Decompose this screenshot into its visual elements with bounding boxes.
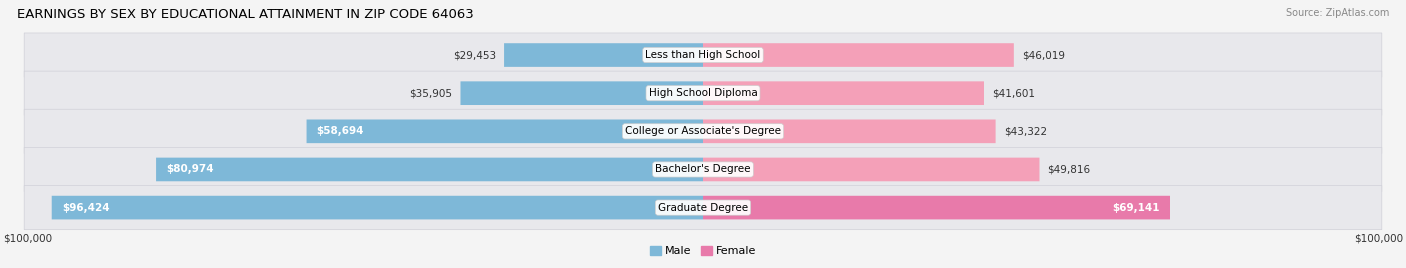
Text: EARNINGS BY SEX BY EDUCATIONAL ATTAINMENT IN ZIP CODE 64063: EARNINGS BY SEX BY EDUCATIONAL ATTAINMEN…: [17, 8, 474, 21]
FancyBboxPatch shape: [24, 109, 1382, 153]
Text: $49,816: $49,816: [1047, 165, 1091, 174]
Legend: Male, Female: Male, Female: [645, 241, 761, 260]
FancyBboxPatch shape: [24, 185, 1382, 230]
FancyBboxPatch shape: [461, 81, 703, 105]
FancyBboxPatch shape: [505, 43, 703, 67]
Text: $46,019: $46,019: [1022, 50, 1064, 60]
Text: $29,453: $29,453: [453, 50, 496, 60]
Text: $43,322: $43,322: [1004, 126, 1047, 136]
Text: $96,424: $96,424: [62, 203, 110, 213]
FancyBboxPatch shape: [156, 158, 703, 181]
FancyBboxPatch shape: [24, 147, 1382, 192]
Text: $58,694: $58,694: [316, 126, 364, 136]
Text: High School Diploma: High School Diploma: [648, 88, 758, 98]
Text: $35,905: $35,905: [409, 88, 453, 98]
Text: $69,141: $69,141: [1112, 203, 1160, 213]
Text: Less than High School: Less than High School: [645, 50, 761, 60]
Text: Source: ZipAtlas.com: Source: ZipAtlas.com: [1285, 8, 1389, 18]
Text: $41,601: $41,601: [993, 88, 1035, 98]
FancyBboxPatch shape: [703, 120, 995, 143]
Text: Graduate Degree: Graduate Degree: [658, 203, 748, 213]
FancyBboxPatch shape: [703, 43, 1014, 67]
FancyBboxPatch shape: [24, 71, 1382, 115]
Text: College or Associate's Degree: College or Associate's Degree: [626, 126, 780, 136]
FancyBboxPatch shape: [703, 196, 1170, 219]
Text: Bachelor's Degree: Bachelor's Degree: [655, 165, 751, 174]
FancyBboxPatch shape: [703, 158, 1039, 181]
FancyBboxPatch shape: [307, 120, 703, 143]
Text: $80,974: $80,974: [166, 165, 214, 174]
FancyBboxPatch shape: [52, 196, 703, 219]
FancyBboxPatch shape: [24, 33, 1382, 77]
FancyBboxPatch shape: [703, 81, 984, 105]
